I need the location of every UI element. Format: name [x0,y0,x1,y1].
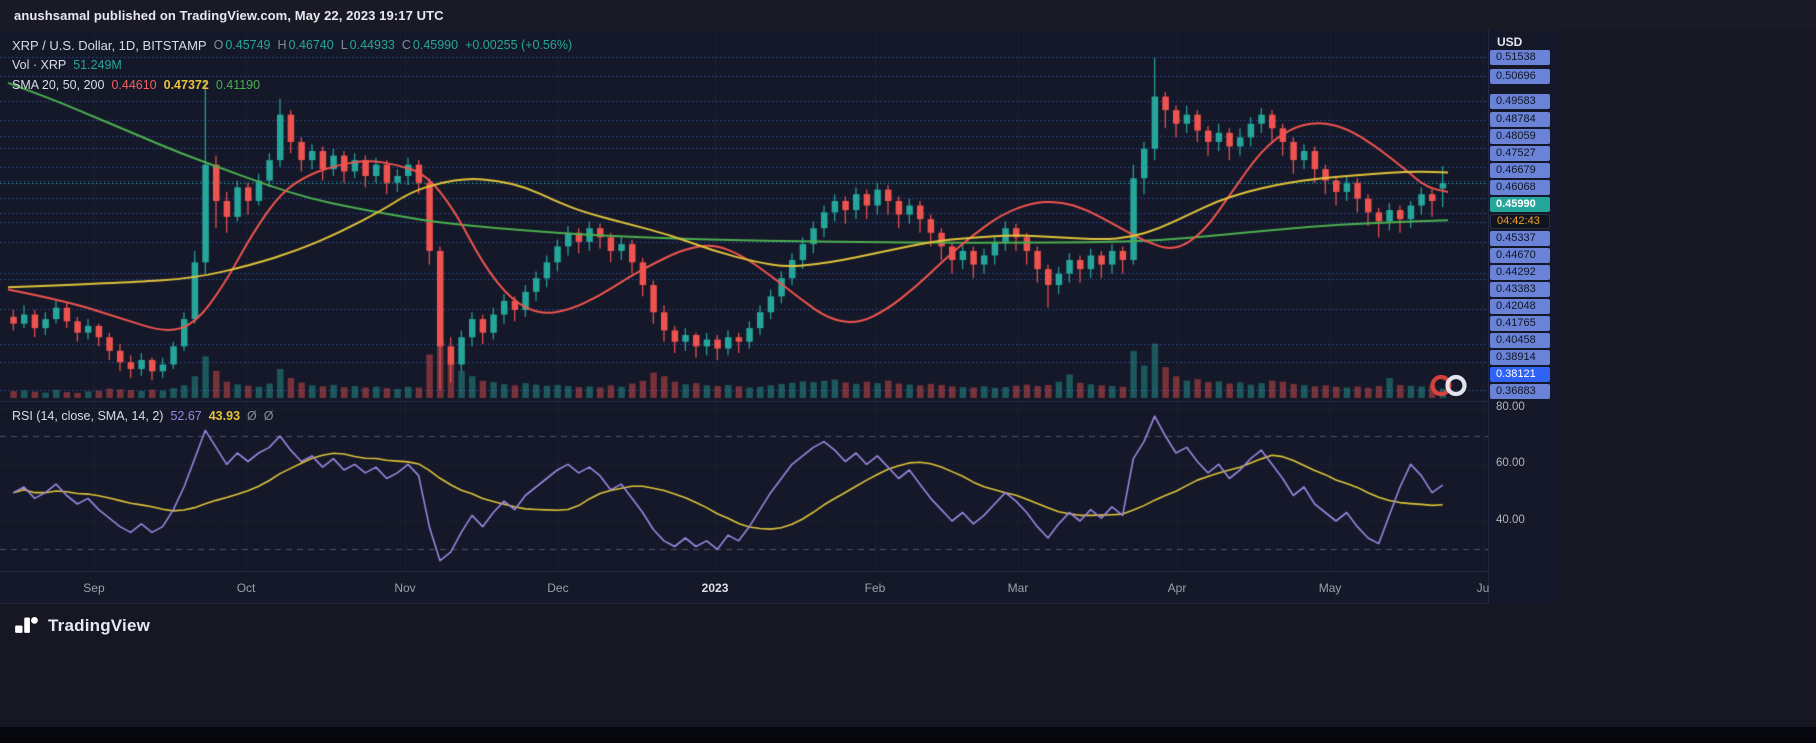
publish-info-text: anushsamal published on TradingView.com,… [14,8,444,23]
price-rsi-divider [0,401,1560,402]
symbol-title-row: XRP / U.S. Dollar, 1D, BITSTAMP O 0.4574… [12,35,572,55]
sma-indicator-row: SMA 20, 50, 200 0.44610 0.47372 0.41190 [12,75,572,95]
time-axis[interactable]: Sep Oct Nov Dec 2023 Feb Mar Apr May Ju [0,572,1488,604]
volume-indicator-title[interactable]: Vol · XRP [12,58,66,72]
price-level-badge: 0.42048 [1490,299,1550,314]
price-level-badge: 0.46679 [1490,163,1550,178]
time-axis-label: Ju [1477,581,1490,595]
price-level-badge: 0.48784 [1490,112,1550,127]
current-price-badge: 0.45990 [1490,197,1550,212]
low-value: 0.44933 [350,38,395,52]
time-axis-label: Mar [1008,581,1029,595]
price-level-badge: 0.48059 [1490,129,1550,144]
price-level-badge: 0.46068 [1490,180,1550,195]
rsi-indicator-title[interactable]: RSI (14, close, SMA, 14, 2) [12,409,163,423]
rsi-indicator-row: RSI (14, close, SMA, 14, 2) 52.67 43.93 … [12,406,273,426]
open-label: O [214,38,224,52]
chart-region: XRP / U.S. Dollar, 1D, BITSTAMP O 0.4574… [0,30,1816,604]
close-value: 0.45990 [413,38,458,52]
sma20-value: 0.44610 [111,78,156,92]
rsi-lower-band-value: Ø [264,409,274,423]
rsi-upper-band-value: Ø [247,409,257,423]
low-label: L [341,38,348,52]
price-level-badge: 0.41765 [1490,316,1550,331]
price-level-badge: 0.38914 [1490,350,1550,365]
change-value: +0.00255 (+0.56%) [465,38,572,52]
volume-indicator-row: Vol · XRP 51.249M [12,55,572,75]
price-scale[interactable]: USD 0.51538 0.50696 0.49583 0.48784 0.48059 0… [1489,30,1560,604]
time-axis-label: 2023 [702,581,729,595]
rsi-chart-canvas[interactable] [0,402,1488,572]
close-label: C [402,38,411,52]
volume-value: 51.249M [73,58,122,72]
price-level-badge: 0.50696 [1490,69,1550,84]
time-axis-label: Dec [547,581,568,595]
price-level-badge: 0.44292 [1490,265,1550,280]
price-level-badge: 0.40458 [1490,333,1550,348]
publish-info-bar: anushsamal published on TradingView.com,… [0,0,1816,30]
right-gutter [1560,30,1816,604]
rsi-axis-label: 40.00 [1496,514,1525,526]
high-label: H [278,38,287,52]
rsi-legend: RSI (14, close, SMA, 14, 2) 52.67 43.93 … [12,406,273,426]
time-axis-label: Oct [237,581,256,595]
tradingview-wordmark: TradingView [48,616,150,636]
bottom-strip [0,727,1816,743]
price-level-badge: 0.45337 [1490,231,1550,246]
currency-label: USD [1497,35,1522,49]
time-axis-label: Apr [1168,581,1187,595]
price-level-badge: 0.44670 [1490,248,1550,263]
sma50-value: 0.47372 [164,78,209,92]
rsi-axis-label: 60.00 [1496,457,1525,469]
symbol-legend: XRP / U.S. Dollar, 1D, BITSTAMP O 0.4574… [12,35,572,95]
tradingview-logo [14,613,39,638]
sma200-value: 0.41190 [216,78,260,92]
open-value: 0.45749 [225,38,270,52]
rsi-value: 52.67 [170,409,201,423]
published-chart-page: anushsamal published on TradingView.com,… [0,0,1816,743]
price-level-badge: 0.49583 [1490,94,1550,109]
rsi-axis-label: 80.00 [1496,401,1525,413]
tradingview-watermark-icon [1428,372,1470,399]
symbol-title[interactable]: XRP / U.S. Dollar, 1D, BITSTAMP [12,38,207,53]
time-axis-label: May [1319,581,1342,595]
price-level-badge: 0.43383 [1490,282,1550,297]
price-level-badge: 0.36883 [1490,384,1550,399]
tradingview-branding[interactable]: TradingView [14,613,150,638]
sma-indicator-title[interactable]: SMA 20, 50, 200 [12,78,104,92]
time-axis-label: Nov [394,581,415,595]
high-value: 0.46740 [289,38,334,52]
time-axis-label: Feb [865,581,886,595]
time-axis-label: Sep [83,581,104,595]
bar-countdown-badge: 04:42:43 [1490,214,1550,229]
price-level-badge-highlight: 0.38121 [1490,367,1550,382]
rsi-sma-value: 43.93 [209,409,240,423]
price-level-badge: 0.51538 [1490,50,1550,65]
footer-area: TradingView [0,604,1816,743]
price-level-badge: 0.47527 [1490,146,1550,161]
